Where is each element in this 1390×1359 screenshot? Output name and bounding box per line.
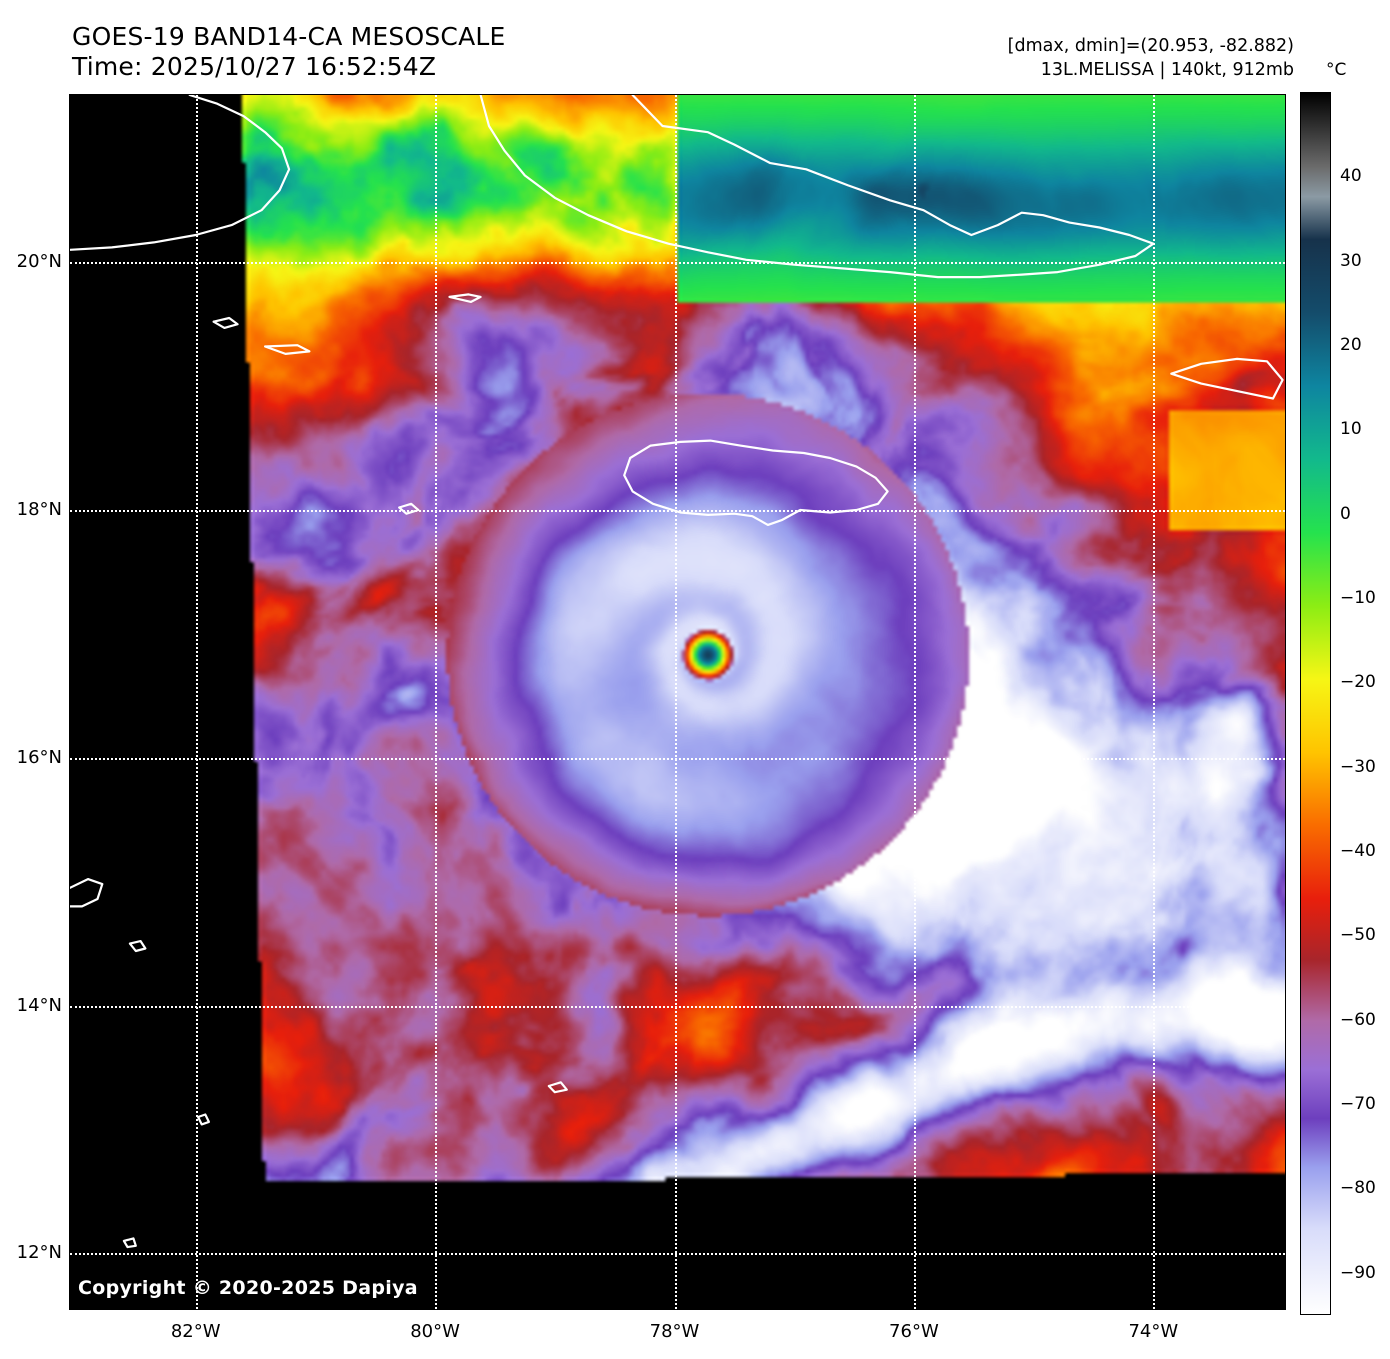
colorbar-tick--20: −20 xyxy=(1340,672,1376,693)
colorbar-tick-30: 30 xyxy=(1340,250,1362,271)
ir-brightness-temperature-raster xyxy=(70,95,1285,1309)
colorbar-tick-0: 0 xyxy=(1340,503,1351,524)
coastline-sanandres xyxy=(128,939,147,953)
colorbar-gradient xyxy=(1301,93,1330,1314)
lat-label-20°N: 20°N xyxy=(16,251,62,273)
dmax-dmin-annotation: [dmax, dmin]=(20.953, -82.882) xyxy=(1007,36,1294,56)
lat-label-12°N: 12°N xyxy=(16,1242,62,1264)
coastline-pedrobank xyxy=(547,1081,568,1094)
colorbar-tick-40: 40 xyxy=(1340,166,1362,187)
infrared-satellite-raster xyxy=(70,95,1285,1309)
colorbar-tick-10: 10 xyxy=(1340,419,1362,440)
lon-label-82°W: 82°W xyxy=(170,1321,221,1342)
lon-label-78°W: 78°W xyxy=(649,1321,700,1342)
temperature-colorbar[interactable] xyxy=(1300,92,1331,1315)
coastline-isleofyouth xyxy=(70,877,104,908)
page-title: GOES-19 BAND14-CA MESOSCALE xyxy=(72,22,506,51)
satellite-image-plot[interactable] xyxy=(70,95,1285,1309)
coastline-cuba xyxy=(479,95,1155,279)
colorbar-tick--50: −50 xyxy=(1340,925,1376,946)
storm-info-annotation: 13L.MELISSA | 140kt, 912mb xyxy=(1040,60,1294,80)
coastline-hispaniola xyxy=(1170,357,1284,400)
lon-label-74°W: 74°W xyxy=(1128,1321,1179,1342)
lon-label-80°W: 80°W xyxy=(410,1321,460,1342)
lat-label-14°N: 14°N xyxy=(16,994,62,1016)
copyright-label: Copyright © 2020-2025 Dapiya xyxy=(78,1277,418,1299)
coastline-grandcayman xyxy=(264,344,311,355)
coastline-caymanbrac xyxy=(448,293,482,303)
colorbar-tick--90: −90 xyxy=(1340,1262,1376,1283)
colorbar-tick--80: −80 xyxy=(1340,1178,1376,1199)
coastline-swanisland xyxy=(122,1237,137,1249)
coastline-misteriosabank xyxy=(212,316,239,329)
colorbar-tick--10: −10 xyxy=(1340,588,1376,609)
colorbar-tick-20: 20 xyxy=(1340,335,1362,356)
timestamp-label: Time: 2025/10/27 16:52:54Z xyxy=(72,52,437,81)
lat-label-16°N: 16°N xyxy=(16,746,62,768)
colorbar-tick--40: −40 xyxy=(1340,841,1376,862)
colorbar-unit-label: °C xyxy=(1326,60,1347,80)
coastline-cubasouthcoast xyxy=(70,95,291,251)
coastline-providencia xyxy=(197,1113,210,1126)
colorbar-tick--30: −30 xyxy=(1340,756,1376,777)
lat-label-18°N: 18°N xyxy=(16,498,62,520)
lon-label-76°W: 76°W xyxy=(889,1321,939,1342)
colorbar-tick--70: −70 xyxy=(1340,1094,1376,1115)
colorbar-tick--60: −60 xyxy=(1340,1009,1376,1030)
